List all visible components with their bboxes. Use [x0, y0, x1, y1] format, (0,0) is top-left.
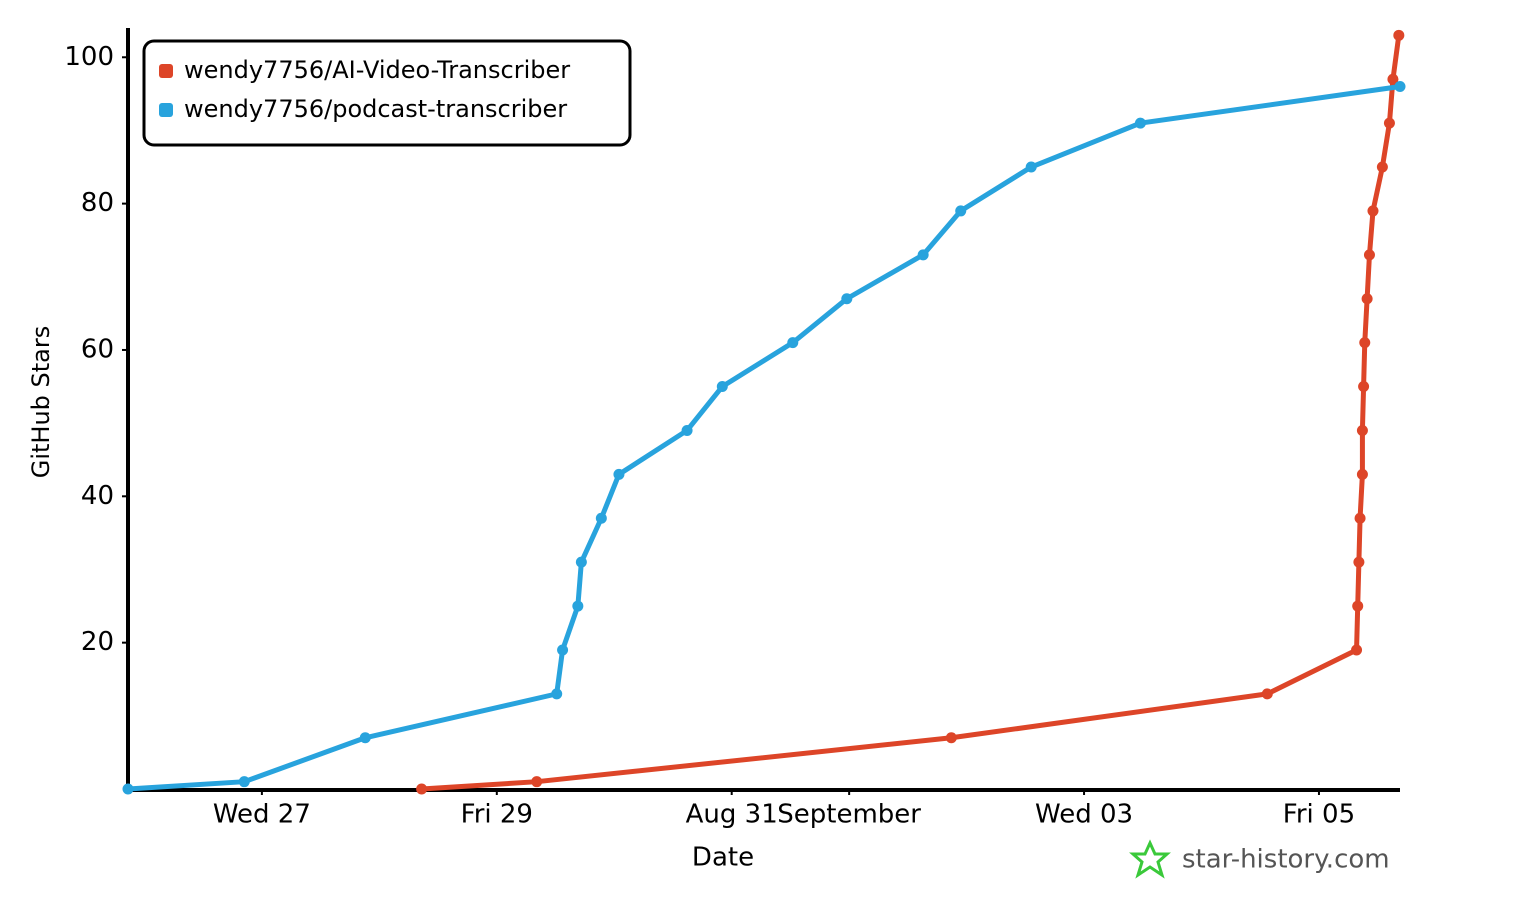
point [955, 205, 967, 217]
point [841, 293, 853, 305]
point [716, 381, 728, 393]
point [1361, 293, 1373, 305]
line [125, 84, 1403, 792]
point [122, 783, 134, 795]
point [1363, 249, 1375, 261]
legend-label: wendy7756/AI-Video-Transcriber [184, 56, 570, 84]
legend-label: wendy7756/podcast-transcriber [184, 95, 567, 123]
x-tick-label: Wed 27 [213, 800, 311, 830]
legend-swatch [159, 103, 173, 117]
point [575, 556, 587, 568]
point [531, 776, 543, 788]
point [1351, 644, 1363, 656]
point [1025, 161, 1037, 173]
watermark: star-history.com [1182, 845, 1390, 875]
point [1376, 161, 1388, 173]
line [419, 32, 1402, 792]
y-tick-label: 60 [81, 334, 114, 364]
point [1353, 556, 1365, 568]
point [1354, 512, 1366, 524]
point [1261, 688, 1273, 700]
point [1367, 205, 1379, 217]
point [1358, 381, 1370, 393]
point [359, 732, 371, 744]
x-axis-label: Date [692, 843, 754, 873]
point [572, 600, 584, 612]
point [681, 424, 693, 436]
point [551, 688, 563, 700]
point [1356, 468, 1368, 480]
x-tick-label: September [777, 800, 921, 830]
point [416, 783, 428, 795]
point [1383, 117, 1395, 129]
point [1387, 73, 1399, 85]
legend-swatch [159, 64, 173, 78]
point [595, 512, 607, 524]
point [1352, 600, 1364, 612]
y-tick-label: 40 [81, 481, 114, 511]
point [1356, 424, 1368, 436]
y-axis-label: GitHub Stars [27, 326, 55, 479]
watermark-icon [1129, 839, 1171, 879]
point [557, 644, 569, 656]
point [1134, 117, 1146, 129]
x-tick-label: Fri 05 [1283, 800, 1355, 830]
point [1393, 29, 1405, 41]
y-tick-label: 20 [81, 627, 114, 657]
point [613, 468, 625, 480]
point [945, 732, 957, 744]
legend: wendy7756/AI-Video-Transcriber wendy7756/… [142, 39, 632, 147]
x-tick-label: Aug 31 [686, 800, 778, 830]
legend-box [142, 39, 632, 147]
point [787, 337, 799, 349]
y-tick-label: 80 [81, 188, 114, 218]
point [1359, 337, 1371, 349]
y-tick-label: 100 [64, 42, 114, 72]
x-tick-label: Fri 29 [461, 800, 533, 830]
point [1394, 81, 1406, 93]
x-tick-label: Wed 03 [1035, 800, 1133, 830]
point [917, 249, 929, 261]
point [238, 776, 250, 788]
